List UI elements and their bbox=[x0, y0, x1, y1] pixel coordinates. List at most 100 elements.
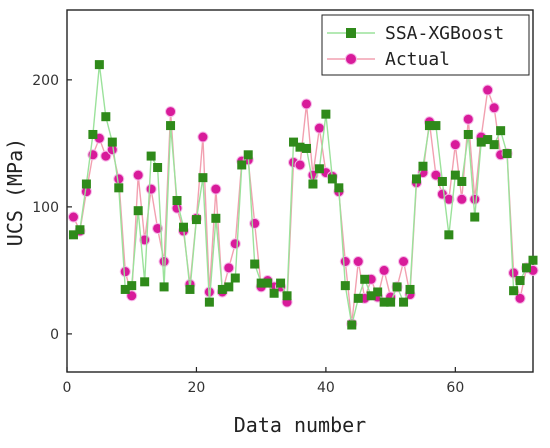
y-axis-ticks: 0 100 200 bbox=[32, 73, 72, 343]
data-point-ssa-xgboost bbox=[256, 278, 266, 288]
plot-frame bbox=[66, 9, 534, 373]
data-point-ssa-xgboost bbox=[269, 288, 279, 298]
series-line-actual bbox=[72, 89, 534, 324]
data-point-ssa-xgboost bbox=[172, 196, 182, 206]
data-point-ssa-xgboost bbox=[224, 282, 234, 292]
data-point-ssa-xgboost bbox=[179, 222, 188, 232]
data-point-actual bbox=[482, 84, 494, 96]
data-point-ssa-xgboost bbox=[463, 129, 473, 139]
data-point-ssa-xgboost bbox=[418, 161, 428, 171]
y-tick-label: 100 bbox=[32, 200, 59, 216]
data-point-ssa-xgboost bbox=[237, 160, 247, 170]
x-tick-label: 60 bbox=[446, 380, 464, 396]
data-point-ssa-xgboost bbox=[476, 137, 486, 147]
data-point-ssa-xgboost bbox=[68, 230, 78, 240]
x-axis-title: Data number bbox=[234, 413, 366, 437]
data-point-actual bbox=[456, 193, 468, 205]
data-point-ssa-xgboost bbox=[386, 297, 396, 307]
data-point-actual bbox=[67, 211, 79, 223]
data-point-actual bbox=[488, 102, 500, 114]
data-point-actual bbox=[165, 106, 177, 118]
data-point-ssa-xgboost bbox=[230, 273, 240, 283]
data-point-ssa-xgboost bbox=[159, 282, 169, 292]
data-point-ssa-xgboost bbox=[373, 287, 383, 297]
data-point-ssa-xgboost bbox=[496, 126, 506, 136]
data-point-ssa-xgboost bbox=[483, 135, 493, 145]
series-layer bbox=[67, 60, 539, 330]
data-point-ssa-xgboost bbox=[437, 176, 447, 186]
data-point-actual bbox=[398, 255, 410, 267]
data-point-actual bbox=[339, 255, 351, 267]
data-point-actual bbox=[449, 139, 461, 151]
data-point-ssa-xgboost bbox=[301, 143, 311, 153]
data-point-ssa-xgboost bbox=[412, 174, 421, 184]
data-point-ssa-xgboost bbox=[276, 278, 286, 288]
legend-label-ssa-xgboost: SSA-XGBoost bbox=[385, 23, 504, 44]
data-point-ssa-xgboost bbox=[528, 255, 538, 265]
data-point-ssa-xgboost bbox=[166, 121, 176, 131]
y-axis-title: UCS (MPa) bbox=[3, 138, 27, 246]
data-point-ssa-xgboost bbox=[509, 286, 519, 296]
x-tick-label: 0 bbox=[63, 380, 72, 396]
data-point-actual bbox=[132, 169, 144, 181]
data-point-ssa-xgboost bbox=[120, 284, 130, 294]
data-point-ssa-xgboost bbox=[289, 137, 299, 147]
data-point-actual bbox=[145, 183, 157, 195]
y-tick-label: 200 bbox=[32, 73, 59, 89]
data-point-ssa-xgboost bbox=[127, 281, 137, 291]
data-point-actual bbox=[352, 255, 364, 267]
data-point-ssa-xgboost bbox=[243, 150, 253, 160]
data-point-ssa-xgboost bbox=[522, 263, 532, 273]
data-point-ssa-xgboost bbox=[308, 179, 318, 189]
data-point-actual bbox=[210, 183, 222, 195]
data-point-ssa-xgboost bbox=[282, 291, 292, 301]
data-point-ssa-xgboost bbox=[470, 212, 480, 222]
data-point-ssa-xgboost bbox=[191, 215, 201, 225]
data-point-actual bbox=[378, 264, 390, 276]
data-point-ssa-xgboost bbox=[263, 278, 273, 288]
data-point-actual bbox=[197, 131, 209, 143]
data-point-ssa-xgboost bbox=[515, 276, 525, 286]
data-point-ssa-xgboost bbox=[198, 173, 208, 183]
data-point-actual bbox=[294, 159, 306, 171]
data-point-actual bbox=[223, 262, 235, 274]
data-point-ssa-xgboost bbox=[146, 151, 156, 161]
data-point-ssa-xgboost bbox=[140, 277, 150, 287]
data-point-actual bbox=[100, 150, 112, 162]
data-point-actual bbox=[469, 193, 481, 205]
data-point-ssa-xgboost bbox=[502, 149, 512, 159]
data-point-ssa-xgboost bbox=[431, 121, 441, 131]
data-point-ssa-xgboost bbox=[75, 225, 85, 235]
data-point-ssa-xgboost bbox=[457, 176, 467, 186]
data-point-ssa-xgboost bbox=[153, 163, 163, 173]
data-point-ssa-xgboost bbox=[347, 320, 357, 330]
y-tick-label: 0 bbox=[50, 327, 59, 343]
data-point-ssa-xgboost bbox=[114, 183, 124, 193]
data-point-ssa-xgboost bbox=[489, 140, 499, 150]
data-point-ssa-xgboost bbox=[379, 297, 389, 307]
data-point-ssa-xgboost bbox=[81, 179, 91, 189]
data-point-ssa-xgboost bbox=[314, 164, 324, 174]
data-point-ssa-xgboost bbox=[204, 297, 214, 307]
data-point-actual bbox=[514, 292, 526, 304]
data-point-actual bbox=[462, 113, 474, 125]
data-point-ssa-xgboost bbox=[185, 284, 195, 294]
data-point-ssa-xgboost bbox=[94, 60, 104, 70]
data-point-ssa-xgboost bbox=[327, 174, 337, 184]
data-point-actual bbox=[229, 238, 241, 250]
data-point-ssa-xgboost bbox=[424, 121, 434, 131]
data-point-ssa-xgboost bbox=[353, 293, 363, 303]
data-point-ssa-xgboost bbox=[101, 112, 111, 122]
data-point-ssa-xgboost bbox=[444, 230, 454, 240]
data-point-ssa-xgboost bbox=[250, 259, 260, 269]
data-point-ssa-xgboost bbox=[107, 137, 117, 147]
data-point-ssa-xgboost bbox=[392, 282, 402, 292]
data-point-ssa-xgboost bbox=[321, 109, 331, 119]
legend-label-actual: Actual bbox=[385, 49, 450, 70]
data-point-ssa-xgboost bbox=[450, 170, 460, 180]
data-point-ssa-xgboost bbox=[295, 142, 305, 152]
data-point-actual bbox=[113, 173, 125, 185]
legend-box bbox=[321, 14, 530, 76]
x-tick-label: 20 bbox=[188, 380, 206, 396]
